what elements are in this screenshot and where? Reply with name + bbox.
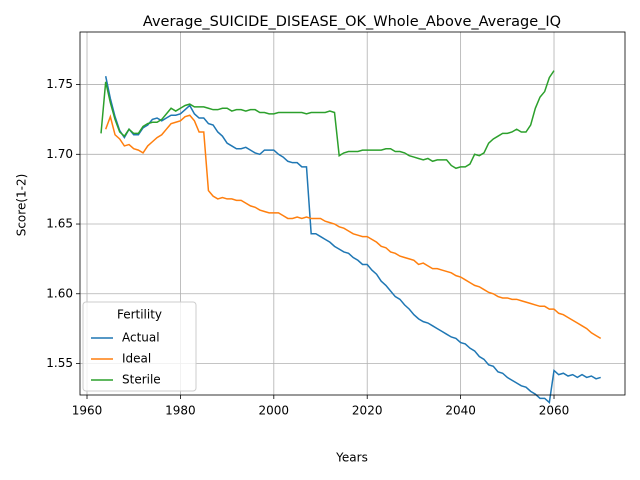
plot-frame — [79, 31, 626, 396]
line-series — [104, 76, 601, 405]
chart-title: Average_SUICIDE_DISEASE_OK_Whole_Above_A… — [143, 14, 561, 30]
y-tick-label: 1.55 — [46, 356, 73, 370]
x-tick-label: 2020 — [352, 404, 383, 418]
line-series — [104, 114, 602, 340]
legend-title: Fertility — [117, 308, 162, 322]
x-tick-label: 2060 — [539, 404, 570, 418]
legend-label: Ideal — [122, 352, 151, 366]
x-tick-label: 1960 — [72, 404, 103, 418]
line-series — [100, 70, 555, 170]
x-tick-label: 1980 — [165, 404, 196, 418]
legend-label: Actual — [122, 331, 160, 345]
x-tick-label: 2000 — [259, 404, 290, 418]
x-axis-label: Years — [335, 451, 368, 465]
x-tick-label: 2040 — [445, 404, 476, 418]
y-tick-label: 1.75 — [46, 77, 73, 91]
y-tick-label: 1.70 — [46, 147, 73, 161]
y-tick-label: 1.60 — [46, 286, 73, 300]
legend-box — [82, 301, 197, 392]
legend-label: Sterile — [122, 373, 161, 387]
y-tick-label: 1.65 — [46, 217, 73, 231]
y-axis-label: Score(1-2) — [15, 174, 29, 237]
